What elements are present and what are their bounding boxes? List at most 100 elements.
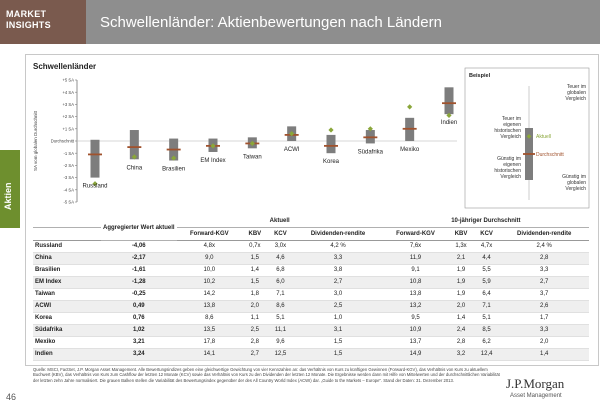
y-axis-label: SA vom globalen Durchschnitt	[33, 110, 38, 171]
table-cell: 7,1	[473, 300, 500, 313]
subcol-average-1: KBV	[448, 227, 474, 241]
table-row: Russland -4,06 4,8x 0,7x 3,0x 4,2 % 7,6x 1,3x 4,…	[33, 240, 589, 253]
chart-title: Schwellenländer	[33, 62, 97, 71]
table-cell: 2,8	[499, 252, 589, 265]
table-cell: 3,3	[293, 252, 383, 265]
table-cell: 1,5	[242, 252, 268, 265]
table-cell: 4,2 %	[293, 240, 383, 253]
table-cell: 10,8	[382, 276, 449, 289]
row-label: ACWI	[33, 300, 101, 313]
table-row: Südafrika 1,02 13,5 2,5 11,1 3,1 10,9 2,4 8,5 3,3	[33, 324, 589, 337]
table-cell: 13,8	[176, 300, 243, 313]
aggregate-value: -0,25	[101, 288, 177, 301]
table-cell: 3,2	[448, 348, 474, 361]
category-label: Indien	[441, 120, 457, 126]
table-cell: 2,8	[242, 336, 268, 349]
table-cell: 12,4	[473, 348, 500, 361]
y-tick-label: -5 SA	[64, 200, 75, 205]
table-cell: 9,0	[176, 252, 243, 265]
aggregate-value: -1,28	[101, 276, 177, 289]
category-label: Korea	[323, 159, 340, 165]
table-row: EM Index -1,28 10,2 1,5 6,0 2,7 10,8 1,9 5,9 2,7	[33, 276, 589, 289]
aggregate-value: 0,49	[101, 300, 177, 313]
table-cell: 2,4 %	[499, 240, 589, 253]
table-cell: 2,0	[499, 336, 589, 349]
page-title: Schwellenländer: Aktienbewertungen nach …	[100, 14, 442, 31]
table-row: Indien 3,24 14,1 2,7 12,5 1,5 14,9 3,2 12,4 1,4	[33, 348, 589, 361]
table-cell: 0,7x	[242, 240, 268, 253]
category-label: ACWI	[284, 147, 300, 153]
current-marker	[367, 126, 373, 132]
current-marker	[131, 154, 137, 160]
category-label: China	[126, 165, 142, 171]
table-cell: 1,9	[448, 276, 474, 289]
table-cell: 5,9	[473, 276, 500, 289]
table-cell: 12,5	[267, 348, 294, 361]
table-cell: 6,2	[473, 336, 500, 349]
table-cell: 13,7	[382, 336, 449, 349]
table-cell: 1,0	[293, 312, 383, 325]
row-label: Mexiko	[33, 336, 101, 349]
row-label: Südafrika	[33, 324, 101, 337]
valuation-table: Aggregierter Wert aktuell Aktuell 10-jäh…	[33, 216, 589, 361]
legend-current-marker	[526, 134, 532, 139]
y-tick-label: +2 SA	[62, 114, 74, 119]
table-cell: 10,0	[176, 264, 243, 277]
table-cell: 6,8	[267, 264, 294, 277]
table-cell: 4,7x	[473, 240, 500, 253]
y-tick-label: +3 SA	[62, 102, 74, 107]
y-tick-label: +4 SA	[62, 90, 74, 95]
table-cell: 2,0	[448, 300, 474, 313]
table-row: Mexiko 3,21 17,8 2,8 9,6 1,5 13,7 2,8 6,2 2,0	[33, 336, 589, 349]
legend-cheap-global: Günstig im globalen Vergleich	[562, 174, 586, 192]
header-bar	[86, 0, 600, 44]
table-cell: 3,8	[293, 264, 383, 277]
table-cell: 2,5	[242, 324, 268, 337]
table-cell: 7,1	[267, 288, 294, 301]
row-label: Russland	[33, 240, 101, 253]
table-cell: 1,4	[448, 312, 474, 325]
row-label: EM Index	[33, 276, 101, 289]
table-cell: 2,0	[242, 300, 268, 313]
table-cell: 13,8	[382, 288, 449, 301]
table-row: China -2,17 9,0 1,5 4,6 3,3 11,9 2,1 4,4 2,8	[33, 252, 589, 265]
table-cell: 11,9	[382, 252, 449, 265]
aggregate-value: -2,17	[101, 252, 177, 265]
table-cell: 1,3x	[448, 240, 474, 253]
aggregate-value: -1,61	[101, 264, 177, 277]
footnote: Quelle: MSCI, FactSet, J.P. Morgan Asset…	[33, 367, 500, 383]
row-label: Indien	[33, 348, 101, 361]
aggregate-value: 1,02	[101, 324, 177, 337]
current-marker	[407, 104, 413, 110]
legend-current-label: Aktuell	[536, 134, 551, 140]
badge-line-1: MARKET	[6, 9, 47, 19]
table-cell: 1,1	[242, 312, 268, 325]
y-tick-label: -3 SA	[64, 175, 75, 180]
table-cell: 6,4	[473, 288, 500, 301]
table-cell: 1,8	[242, 288, 268, 301]
y-tick-label: -1 SA	[64, 151, 75, 156]
subcol-average-0: Forward-KGV	[382, 227, 449, 241]
section-tab: Aktien	[0, 150, 20, 228]
table-cell: 1,5	[242, 276, 268, 289]
table-cell: 10,2	[176, 276, 243, 289]
range-bar	[129, 130, 139, 160]
aggregate-value: 0,76	[101, 312, 177, 325]
legend-expensive-global: Teuer im globalen Vergleich	[565, 84, 586, 102]
table-row: ACWI 0,49 13,8 2,0 8,6 2,5 13,2 2,0 7,1 2,6	[33, 300, 589, 313]
table-cell: 3,3	[499, 324, 589, 337]
table-cell: 1,5	[293, 336, 383, 349]
table-cell: 13,2	[382, 300, 449, 313]
table-cell: 3,7	[499, 288, 589, 301]
subcol-current-2: KCV	[267, 227, 294, 241]
y-tick-label: Durchschnitt	[51, 139, 75, 144]
table-cell: 8,6	[176, 312, 243, 325]
subcol-current-1: KBV	[242, 227, 268, 241]
aggregate-value: -4,06	[101, 240, 177, 253]
brand-logo: J.P.Morgan	[506, 376, 565, 391]
table-cell: 17,8	[176, 336, 243, 349]
table-cell: 9,5	[382, 312, 449, 325]
table-cell: 2,7	[293, 276, 383, 289]
category-label: Russland	[82, 184, 107, 190]
table-cell: 14,2	[176, 288, 243, 301]
